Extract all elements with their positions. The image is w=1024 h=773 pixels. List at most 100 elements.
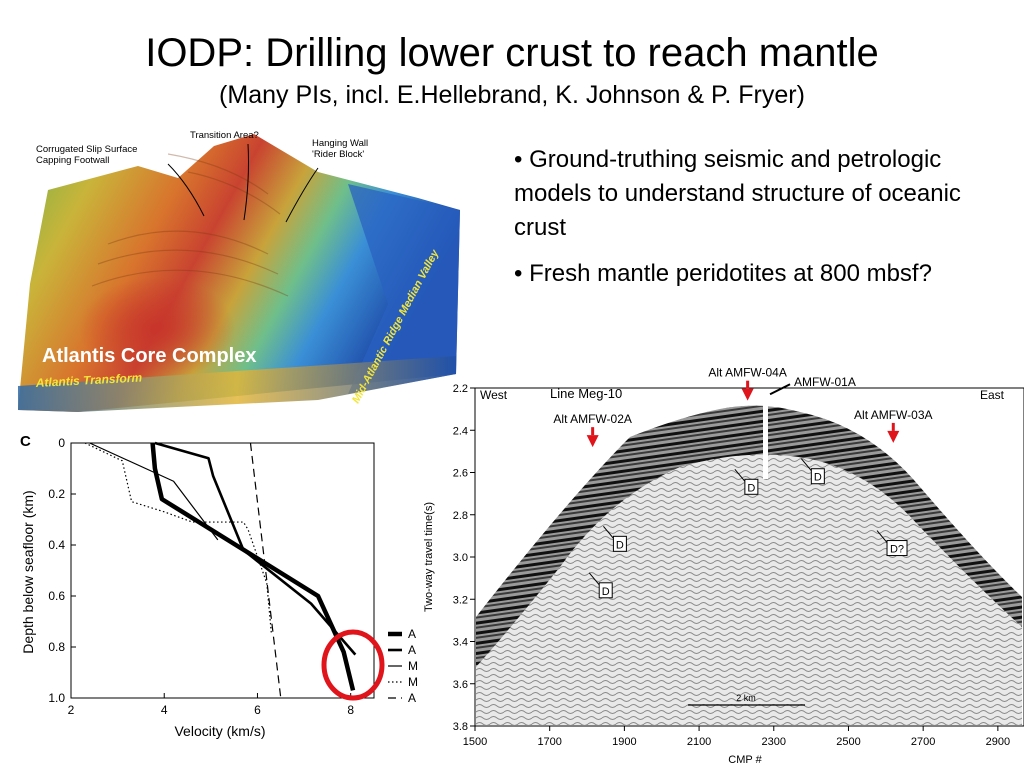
y-tick-label: 0.6 xyxy=(48,589,65,603)
d-marker-box xyxy=(886,540,908,557)
corrugation-line xyxy=(91,269,289,297)
corrugation-line xyxy=(107,230,269,255)
seismic-y-tick-label: 3.8 xyxy=(453,721,468,733)
terrain-svg: Corrugated Slip Surface Capping Footwall… xyxy=(18,130,460,412)
slide-title: IODP: Drilling lower crust to reach mant… xyxy=(145,31,879,75)
slide-subtitle: (Many PIs, incl. E.Hellebrand, K. Johnso… xyxy=(219,81,805,109)
site-label: Alt AMFW-03A xyxy=(854,408,932,422)
seismic-x-tick-label: 1500 xyxy=(463,736,487,748)
terrain-label-capping: Capping Footwall xyxy=(36,155,109,166)
y-tick-label: 0 xyxy=(58,436,65,450)
seismic-y-tick-label: 3.6 xyxy=(453,679,468,691)
seismic-y-tick-label: 2.6 xyxy=(453,468,468,480)
site-label: Alt AMFW-04A xyxy=(708,367,786,380)
legend-label: A xyxy=(408,627,416,641)
d-marker-label: D xyxy=(602,586,610,598)
borehole-marker xyxy=(763,397,768,479)
terrain-label-transition: Transition Area? xyxy=(190,130,259,141)
site-label: Alt AMFW-02A xyxy=(553,412,631,426)
corrugation-line xyxy=(187,171,281,215)
terrain-label-corrugated: Corrugated Slip Surface xyxy=(36,144,137,155)
seismic-d-markers: D D D D? D xyxy=(588,458,908,599)
d-marker-label: D xyxy=(616,539,624,551)
seismic-y-tick-label: 3.0 xyxy=(453,552,468,564)
seismic-y-tick-label: 3.4 xyxy=(453,637,468,649)
y-tick-label: 0.8 xyxy=(48,640,65,654)
series-line-dotted xyxy=(84,442,273,635)
seismic-svg: 1500 1700 1900 2100 2300 2500 2700 2900 2.2 2.4 2.… xyxy=(423,366,1024,766)
d-marker-leader xyxy=(603,526,614,539)
terrain-label-rider-block: 'Rider Block' xyxy=(312,149,364,160)
seismic-x-tick-label: 2700 xyxy=(911,736,935,748)
callout-line xyxy=(285,167,319,223)
corrugation-line xyxy=(97,249,279,275)
d-marker-box xyxy=(744,478,759,495)
seismic-y-tick-label: 2.2 xyxy=(453,383,468,395)
terrain-peak xyxy=(58,234,318,406)
seismic-x-tick-label: 1700 xyxy=(537,736,561,748)
seismic-x-tick-label: 2300 xyxy=(762,736,786,748)
atlantis-terrain-figure: Corrugated Slip Surface Capping Footwall… xyxy=(18,124,460,412)
x-axis-label: Velocity (km/s) xyxy=(174,723,265,739)
seismic-x-tick-label: 2100 xyxy=(687,736,711,748)
d-marker-leader xyxy=(588,572,600,586)
callout-line xyxy=(243,143,249,221)
median-valley-deep xyxy=(348,184,460,394)
seismic-x-tick-label: 2900 xyxy=(986,736,1010,748)
borehole-leader xyxy=(769,383,791,396)
x-tick-label: 2 xyxy=(68,703,75,717)
series-line-thin xyxy=(89,442,219,541)
seismic-x-axis-label: CMP # xyxy=(728,754,762,766)
terrain-label-hanging-wall: Hanging Wall xyxy=(312,138,368,149)
site-arrow xyxy=(887,430,900,443)
terrain-label-core-complex: Atlantis Core Complex xyxy=(42,345,256,367)
seismic-y-tick-label: 2.4 xyxy=(453,425,468,437)
seismic-upper-bands xyxy=(476,405,1022,667)
seismic-section: 1500 1700 1900 2100 2300 2500 2700 2900 2.2 2.4 2.… xyxy=(420,366,1024,768)
series-line-dashed xyxy=(249,442,282,699)
legend-label: M xyxy=(408,659,418,673)
scale-bar-label: 2 km xyxy=(736,693,756,703)
direction-west: West xyxy=(480,388,508,402)
series-line-thick xyxy=(150,442,356,691)
d-marker-box xyxy=(598,582,613,599)
y-tick-label: 0.2 xyxy=(48,487,65,501)
y-tick-label: 1.0 xyxy=(48,691,65,705)
plot-frame xyxy=(70,442,375,699)
d-marker-label: D xyxy=(747,482,755,494)
d-marker-label: D? xyxy=(890,544,904,556)
seismic-y-tick-label: 2.8 xyxy=(453,510,468,522)
series-line-medium xyxy=(154,441,357,656)
x-tick-label: 8 xyxy=(347,703,354,717)
x-tick-label: 4 xyxy=(161,703,168,717)
d-marker-label: D xyxy=(814,472,822,484)
d-marker-leader xyxy=(734,468,746,482)
bullet-list: • Ground-truthing seismic and petrologic… xyxy=(514,143,994,303)
d-marker-box xyxy=(612,535,627,552)
d-marker-leader xyxy=(876,530,888,543)
seismic-y-tick-label: 3.2 xyxy=(453,594,468,606)
callout-line xyxy=(167,163,205,217)
terrain-label-transform: Atlantis Transform xyxy=(34,370,142,390)
site-label: AMFW-01A xyxy=(794,375,856,389)
terrain-front-face xyxy=(18,356,456,412)
y-tick-label: 0.4 xyxy=(48,538,65,552)
seismic-axis-ticks: 1500 1700 1900 2100 2300 2500 2700 2900 2.2 2.4 2.… xyxy=(453,383,1010,748)
bullet-item: • Fresh mantle peridotites at 800 mbsf? xyxy=(514,260,932,287)
legend-label: A xyxy=(408,643,416,657)
y-axis-label: Depth below seafloor (km) xyxy=(20,490,36,653)
legend-label: M xyxy=(408,675,418,689)
x-tick-label: 6 xyxy=(254,703,261,717)
site-arrow xyxy=(586,435,599,448)
seismic-x-tick-label: 1900 xyxy=(612,736,636,748)
seismic-sites: Alt AMFW-02A Alt AMFW-04A AMFW-01A Alt AMFW… xyxy=(553,366,933,448)
seismic-y-axis-label: Two-way travel time(s) xyxy=(423,502,435,612)
bullet-item: • Ground-truthing seismic and petrologic… xyxy=(514,146,961,241)
velocity-depth-chart: C 2 4 6 8 0 0.2 0.4 0.6 0.8 1.0 Velocity (km/s) D… xyxy=(16,426,428,768)
legend-label: A xyxy=(408,691,416,705)
corrugation-line xyxy=(167,153,269,195)
highlight-ellipse xyxy=(321,629,385,701)
axis-ticks: 2 4 6 8 0 0.2 0.4 0.6 0.8 1.0 xyxy=(48,436,354,717)
d-marker-leader xyxy=(800,458,812,472)
